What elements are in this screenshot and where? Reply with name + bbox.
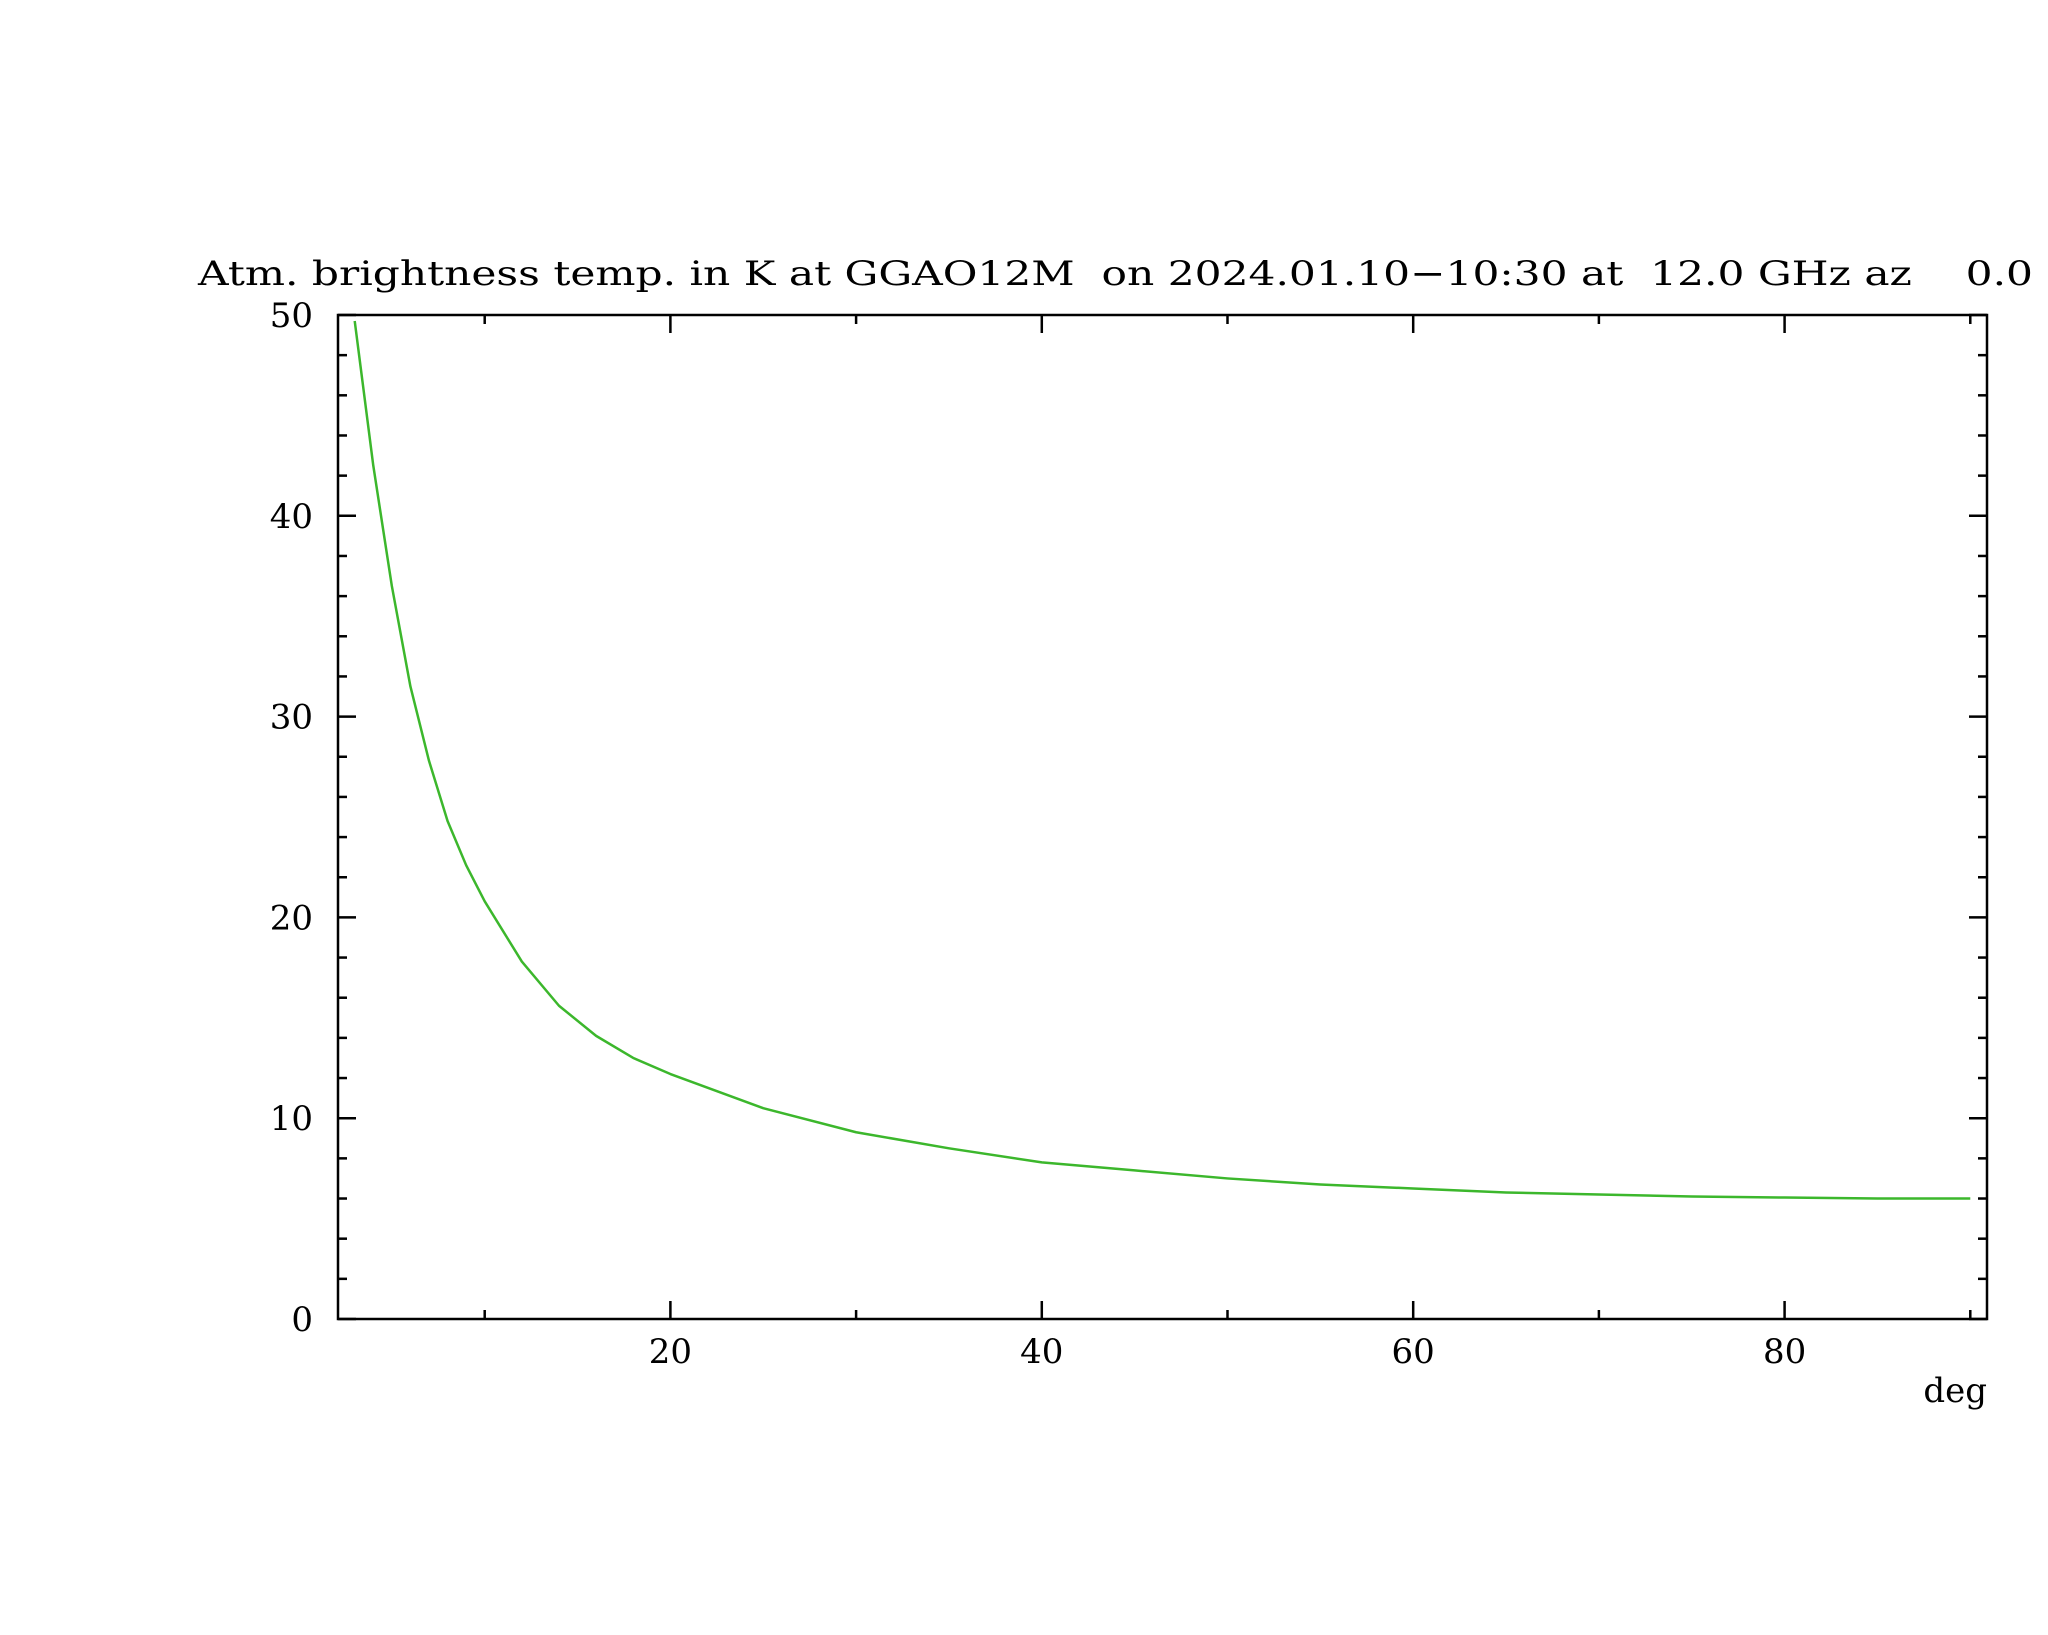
- data-line: [353, 320, 1971, 1200]
- x-tick-label: 80: [1763, 1332, 1806, 1372]
- y-tick-label: 10: [270, 1099, 313, 1139]
- plot-frame: [336, 313, 1989, 1321]
- y-tick-label: 40: [270, 497, 313, 537]
- y-tick-label: 0: [291, 1300, 313, 1340]
- x-tick-label: 60: [1392, 1332, 1435, 1372]
- x-tick-label: 40: [1020, 1332, 1063, 1372]
- x-tick-label: 20: [649, 1332, 692, 1372]
- chart-title: Atm. brightness temp. in K at GGAO12M on…: [197, 254, 2033, 294]
- y-tick-label: 30: [270, 698, 313, 738]
- y-tick-label: 50: [270, 296, 313, 336]
- y-tick-label: 20: [270, 898, 313, 938]
- x-axis-label: deg: [1923, 1371, 1987, 1411]
